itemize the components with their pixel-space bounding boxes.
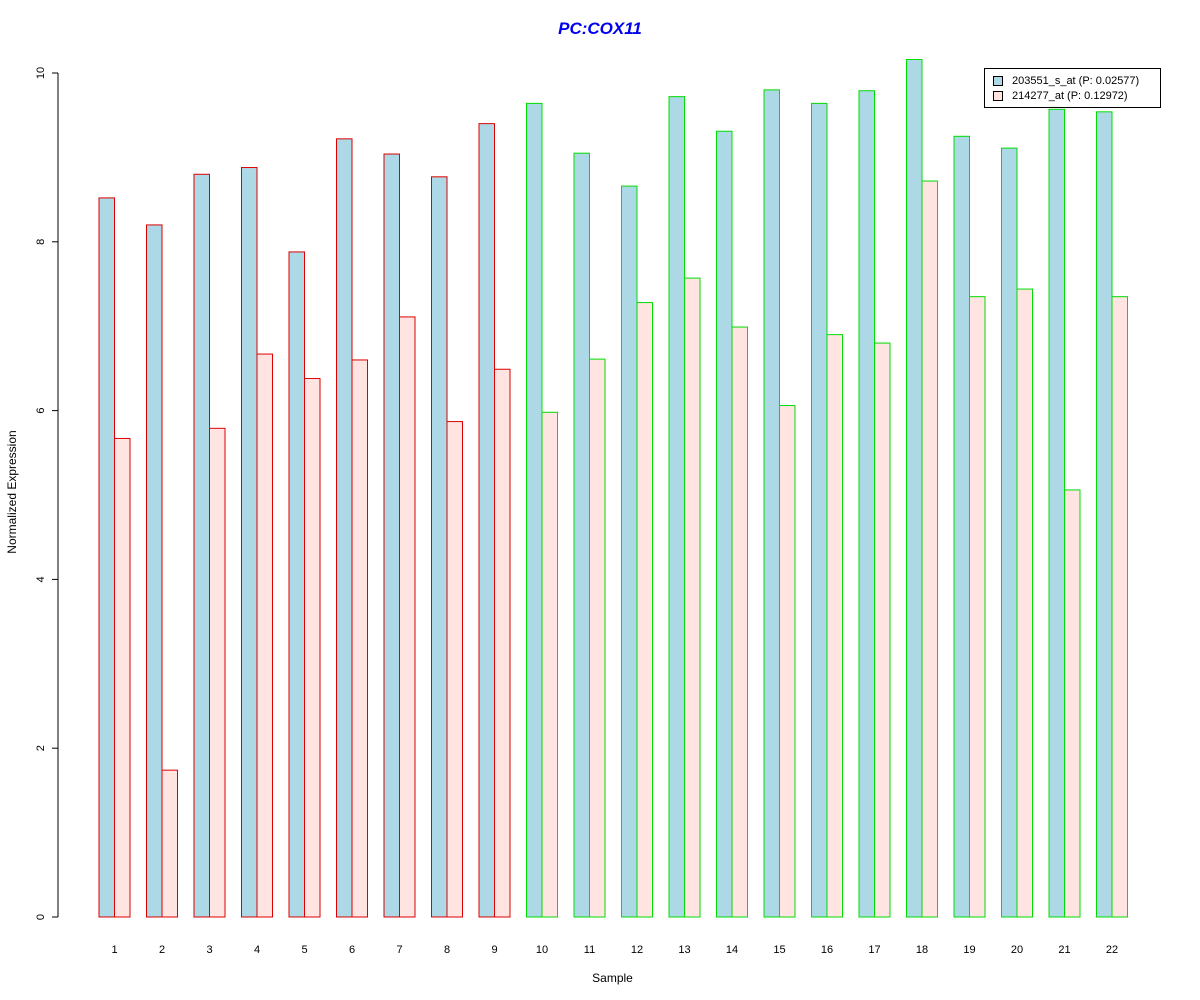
chart-title: PC:COX11: [558, 19, 642, 38]
y-axis-label: Normalized Expression: [5, 430, 19, 554]
x-tick-label: 9: [491, 944, 497, 956]
bar-series-1: [336, 138, 353, 918]
bar-series-2: [969, 296, 986, 918]
x-tick-label: 15: [773, 944, 785, 956]
x-tick-label: 12: [631, 944, 643, 956]
y-tick-label: 0: [35, 914, 47, 920]
x-tick-label: 17: [868, 944, 880, 956]
bar-series-1: [573, 152, 590, 918]
bar-series-1: [811, 102, 828, 918]
bar-series-2: [1111, 296, 1128, 918]
bar-series-2: [826, 334, 843, 918]
x-tick-label: 22: [1106, 944, 1118, 956]
bar-series-2: [921, 180, 938, 918]
bar-series-2: [684, 277, 701, 918]
bar-series-1: [858, 90, 875, 918]
bar-series-1: [241, 167, 258, 918]
bar-series-2: [161, 769, 178, 918]
x-tick-label: 19: [963, 944, 975, 956]
bar-series-1: [668, 96, 685, 918]
bar-series-2: [399, 316, 416, 918]
legend-item: 214277_at (P: 0.12972): [993, 89, 1128, 103]
bar-series-1: [1048, 108, 1065, 918]
x-tick-label: 14: [726, 944, 738, 956]
bar-series-2: [541, 411, 558, 918]
bar-series-1: [193, 173, 210, 918]
x-tick-label: 13: [678, 944, 690, 956]
legend-swatch: [993, 91, 1003, 101]
bar-series-1: [146, 224, 163, 918]
bar-series-1: [478, 123, 495, 918]
y-tick-label: 2: [35, 745, 47, 751]
bar-series-1: [621, 185, 638, 918]
bar-series-1: [526, 102, 543, 918]
bar-series-1: [288, 251, 305, 918]
x-tick-label: 10: [536, 944, 548, 956]
bar-series-2: [351, 359, 368, 918]
bar-series-1: [431, 176, 448, 918]
y-tick-label: 8: [35, 239, 47, 245]
x-tick-label: 18: [916, 944, 928, 956]
legend-item: 203551_s_at (P: 0.02577): [993, 74, 1139, 88]
legend-label: 203551_s_at (P: 0.02577): [1012, 75, 1140, 87]
bar-series-1: [1096, 111, 1113, 918]
bar-series-2: [636, 302, 653, 918]
bar-series-2: [731, 326, 748, 918]
bar-series-2: [589, 358, 606, 918]
y-tick-label: 10: [35, 67, 47, 79]
bar-series-2: [1064, 489, 1081, 918]
bar-series-1: [716, 130, 733, 918]
y-tick-label: 4: [35, 576, 47, 582]
legend: 203551_s_at (P: 0.02577) 214277_at (P: 0…: [984, 68, 1161, 108]
x-tick-label: 16: [821, 944, 833, 956]
y-axis: 0 2 4 6 8 10: [35, 67, 59, 920]
bars: [98, 58, 1128, 918]
bar-series-1: [383, 153, 400, 918]
y-tick-label: 6: [35, 408, 47, 414]
x-tick-label: 21: [1058, 944, 1070, 956]
bar-series-2: [114, 437, 131, 918]
legend-label: 214277_at (P: 0.12972): [1012, 90, 1128, 102]
x-tick-label: 2: [159, 944, 165, 956]
x-tick-label: 8: [444, 944, 450, 956]
bar-series-1: [98, 197, 115, 918]
x-tick-label: 6: [349, 944, 355, 956]
bar-series-2: [304, 378, 321, 918]
x-axis: 1 2 3 4 5 6 7 8 9 10 11 12 13 14 15 16 17 18 19 20 21 22: [111, 944, 1118, 956]
x-axis-label: Sample: [592, 971, 633, 985]
bar-series-2: [874, 342, 891, 918]
bar-series-2: [779, 405, 796, 918]
bar-series-2: [209, 427, 226, 918]
bar-series-2: [494, 368, 511, 918]
bar-series-1: [953, 135, 970, 918]
bar-series-2: [446, 421, 463, 918]
x-tick-label: 4: [254, 944, 260, 956]
bar-series-2: [256, 353, 273, 918]
x-tick-label: 5: [301, 944, 307, 956]
x-tick-label: 20: [1011, 944, 1023, 956]
x-tick-label: 3: [206, 944, 212, 956]
x-tick-label: 7: [396, 944, 402, 956]
x-tick-label: 11: [584, 944, 595, 956]
x-tick-label: 1: [111, 944, 117, 956]
bar-series-1: [906, 58, 923, 918]
legend-swatch: [993, 76, 1003, 86]
bar-series-1: [1001, 147, 1018, 918]
bar-series-1: [763, 89, 780, 918]
bar-series-2: [1016, 288, 1033, 918]
